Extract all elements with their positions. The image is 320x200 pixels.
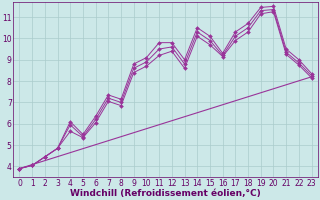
X-axis label: Windchill (Refroidissement éolien,°C): Windchill (Refroidissement éolien,°C) xyxy=(70,189,261,198)
